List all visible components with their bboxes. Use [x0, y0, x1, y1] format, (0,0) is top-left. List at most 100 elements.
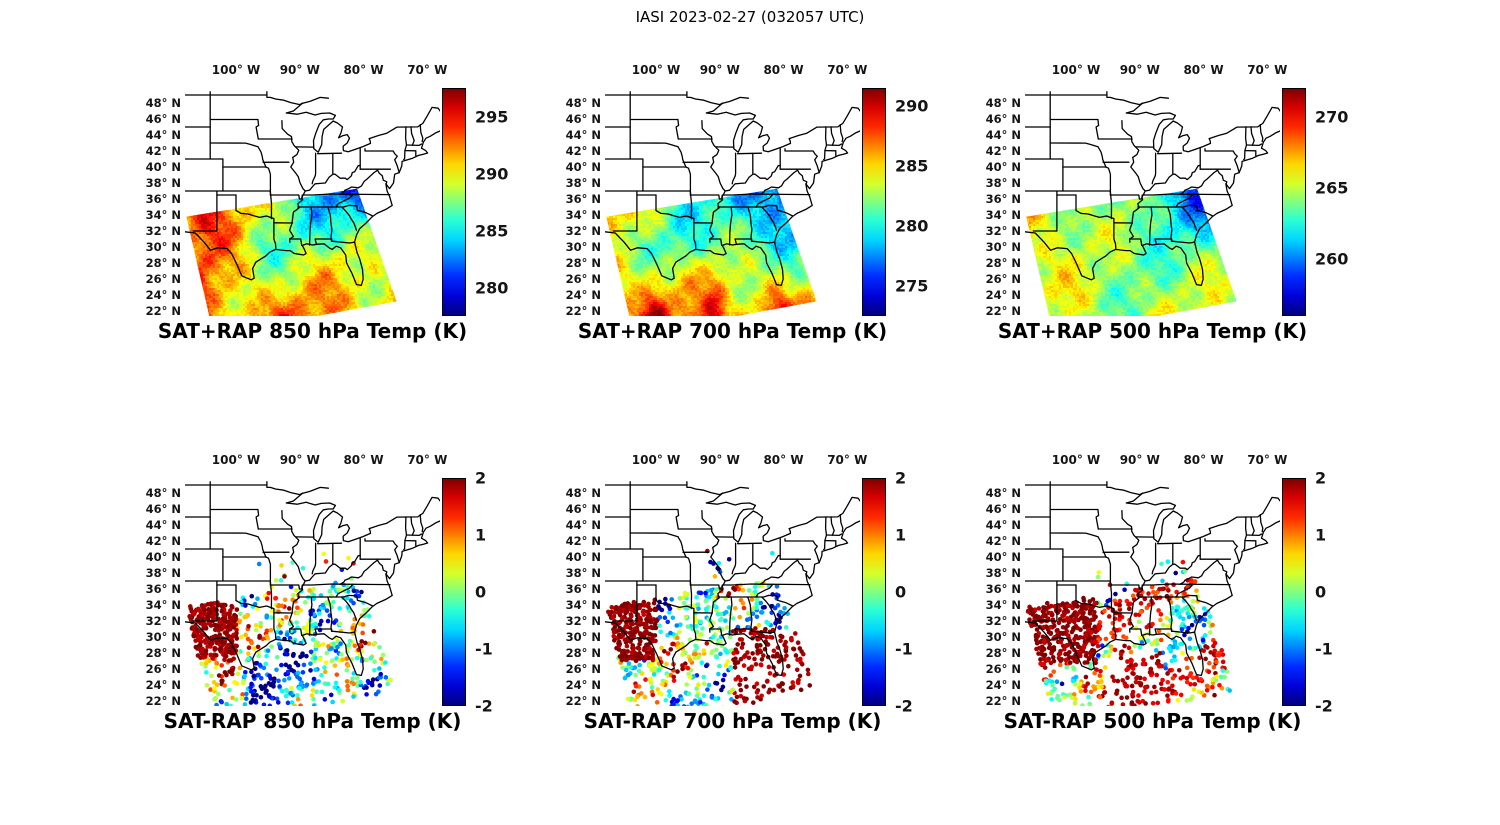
lat-tick-label: 40° N	[145, 160, 181, 174]
lat-tick-label: 32° N	[985, 224, 1021, 238]
colorbar-tick-label: 280	[475, 278, 509, 297]
panel-title: SAT-RAP 700 hPa Temp (K)	[583, 709, 882, 733]
lon-tick-label: 80° W	[343, 453, 384, 467]
panel-title: SAT+RAP 700 hPa Temp (K)	[577, 319, 888, 343]
map-area	[185, 88, 440, 316]
colorbar-tick-label: 2	[895, 468, 907, 488]
state-boundaries-map	[605, 481, 860, 677]
panel-sat-plus-rap-850hpa: SAT+RAP 850 hPa Temp (K) 100° W 90° W 80° …	[85, 55, 509, 365]
satellite-data-layer	[185, 478, 440, 706]
colorbar-tick-label: 275	[895, 276, 929, 296]
lat-tick-label: 36° N	[565, 582, 601, 596]
lon-tick-label: 100° W	[1051, 63, 1101, 77]
lat-tick-label: 48° N	[985, 96, 1021, 110]
satellite-data-layer	[1025, 88, 1280, 316]
lat-tick-label: 44° N	[985, 518, 1021, 532]
lat-tick-label: 22° N	[565, 694, 601, 708]
lat-tick-label: 22° N	[145, 694, 181, 708]
lon-tick-label: 80° W	[763, 453, 804, 467]
lat-tick-label: 36° N	[985, 582, 1021, 596]
lat-tick-label: 48° N	[565, 96, 601, 110]
lat-tick-label: 40° N	[565, 550, 601, 564]
lat-tick-label: 42° N	[145, 144, 181, 158]
lat-tick-label: 40° N	[565, 160, 601, 174]
lat-tick-label: 44° N	[565, 128, 601, 142]
lon-tick-label: 100° W	[211, 453, 261, 467]
colorbar	[1282, 88, 1306, 316]
lat-tick-label: 28° N	[985, 256, 1021, 270]
lat-tick-label: 34° N	[145, 208, 181, 222]
lat-tick-label: 38° N	[565, 566, 601, 580]
colorbar-tick-label: 285	[895, 156, 929, 176]
lat-tick-label: 26° N	[985, 662, 1021, 676]
figure-title: IASI 2023-02-27 (032057 UTC)	[635, 8, 865, 26]
lat-tick-label: 36° N	[565, 192, 601, 206]
lat-tick-label: 48° N	[565, 486, 601, 500]
lon-tick-label: 90° W	[1119, 63, 1160, 77]
lat-tick-label: 40° N	[985, 160, 1021, 174]
lat-tick-label: 30° N	[145, 240, 181, 254]
colorbar-tick-label: 290	[475, 164, 509, 183]
lat-tick-label: 24° N	[565, 678, 601, 692]
lon-tick-label: 70° W	[407, 453, 448, 467]
lat-tick-label: 46° N	[565, 112, 601, 126]
lat-tick-label: 38° N	[145, 566, 181, 580]
lon-tick-label: 70° W	[1247, 453, 1288, 467]
lon-tick-label: 70° W	[827, 63, 868, 77]
colorbar-tick-label: -1	[1315, 639, 1333, 659]
lat-tick-label: 22° N	[985, 304, 1021, 318]
colorbar-tick-label: 290	[895, 96, 929, 116]
lon-tick-label: 70° W	[1247, 63, 1288, 77]
colorbar	[862, 478, 886, 706]
colorbar-tick-label: 265	[1315, 178, 1349, 198]
state-boundaries-map	[1025, 91, 1280, 287]
lat-tick-label: 42° N	[565, 144, 601, 158]
lat-tick-label: 42° N	[565, 534, 601, 548]
lat-tick-label: 24° N	[145, 288, 181, 302]
lat-tick-label: 32° N	[145, 614, 181, 628]
colorbar	[862, 88, 886, 316]
lat-tick-label: 44° N	[145, 128, 181, 142]
panel-title: SAT+RAP 500 hPa Temp (K)	[997, 319, 1308, 343]
colorbar-tick-label: 0	[1315, 582, 1327, 602]
colorbar-tick-label: 1	[475, 525, 487, 545]
lat-tick-label: 26° N	[985, 272, 1021, 286]
lat-tick-label: 22° N	[145, 304, 181, 318]
lat-tick-label: 28° N	[985, 646, 1021, 660]
lat-tick-label: 36° N	[145, 582, 181, 596]
lat-tick-label: 24° N	[985, 288, 1021, 302]
panel-sat-plus-rap-500hpa: SAT+RAP 500 hPa Temp (K) 100° W 90° W 80° …	[925, 55, 1349, 365]
satellite-data-layer	[605, 88, 860, 316]
lat-tick-label: 38° N	[145, 176, 181, 190]
colorbar	[1282, 478, 1306, 706]
lat-tick-label: 46° N	[985, 502, 1021, 516]
colorbar-tick-label: 295	[475, 107, 509, 126]
panel-title: SAT-RAP 850 hPa Temp (K)	[163, 709, 462, 733]
lon-tick-label: 80° W	[763, 63, 804, 77]
lon-tick-label: 80° W	[1183, 63, 1224, 77]
lat-tick-label: 22° N	[565, 304, 601, 318]
lat-tick-label: 32° N	[565, 224, 601, 238]
lat-tick-label: 44° N	[565, 518, 601, 532]
lat-tick-label: 42° N	[985, 534, 1021, 548]
colorbar	[442, 478, 466, 706]
lat-tick-label: 36° N	[145, 192, 181, 206]
lat-tick-label: 42° N	[145, 534, 181, 548]
state-boundaries-map	[185, 481, 440, 677]
lat-tick-label: 30° N	[985, 240, 1021, 254]
lon-tick-label: 80° W	[1183, 453, 1224, 467]
lat-tick-label: 48° N	[985, 486, 1021, 500]
lat-tick-label: 34° N	[985, 208, 1021, 222]
lat-tick-label: 42° N	[985, 144, 1021, 158]
lat-tick-label: 26° N	[565, 662, 601, 676]
lat-tick-label: 28° N	[565, 256, 601, 270]
lat-tick-label: 46° N	[145, 112, 181, 126]
satellite-data-layer	[185, 88, 440, 316]
lon-tick-label: 80° W	[343, 63, 384, 77]
lat-tick-label: 26° N	[565, 272, 601, 286]
colorbar	[442, 88, 466, 316]
lat-tick-label: 28° N	[145, 646, 181, 660]
colorbar-tick-label: 2	[1315, 468, 1327, 488]
colorbar-tick-label: 0	[895, 582, 907, 602]
lat-tick-label: 34° N	[145, 598, 181, 612]
